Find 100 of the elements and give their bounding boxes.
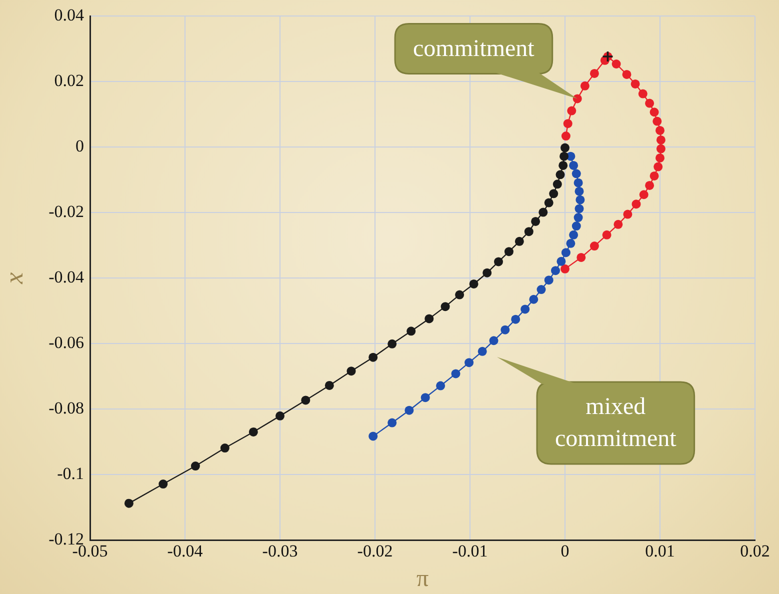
point xyxy=(451,369,460,378)
point xyxy=(494,257,503,266)
point xyxy=(478,346,487,356)
point xyxy=(276,411,284,420)
point xyxy=(514,236,524,246)
y-tick-label: -0.02 xyxy=(48,202,84,222)
point xyxy=(524,227,534,236)
point xyxy=(420,393,430,402)
point xyxy=(520,304,530,314)
x-tick-label: -0.01 xyxy=(452,542,488,561)
x-tick-label: -0.04 xyxy=(167,542,204,561)
x-tick-label: -0.03 xyxy=(262,542,298,561)
point xyxy=(574,186,584,196)
y-tick-label: -0.08 xyxy=(48,398,84,418)
point xyxy=(561,132,570,141)
point xyxy=(424,314,434,324)
point xyxy=(572,222,581,231)
point xyxy=(623,210,632,219)
point xyxy=(650,108,659,117)
point xyxy=(656,135,666,144)
point xyxy=(301,396,310,405)
point xyxy=(556,170,565,180)
y-tick-label: 0.02 xyxy=(54,71,84,90)
point xyxy=(614,220,623,229)
y-axis-title: x xyxy=(0,272,28,285)
point xyxy=(569,160,578,170)
point xyxy=(368,352,378,362)
point xyxy=(489,336,498,346)
point xyxy=(654,162,663,172)
point xyxy=(576,252,586,262)
point xyxy=(602,230,612,240)
point xyxy=(455,290,464,300)
point xyxy=(656,144,666,154)
point xyxy=(500,325,510,334)
point xyxy=(440,302,450,312)
point xyxy=(158,480,168,489)
point xyxy=(552,180,562,189)
point xyxy=(511,314,520,324)
point xyxy=(630,79,640,88)
point xyxy=(650,171,659,180)
point xyxy=(656,153,664,162)
point xyxy=(566,238,576,248)
point xyxy=(544,276,554,285)
point xyxy=(574,204,584,214)
point xyxy=(388,418,397,428)
point xyxy=(576,195,585,204)
point xyxy=(529,294,538,304)
x-axis-title: π xyxy=(416,566,429,592)
point xyxy=(612,59,621,68)
point xyxy=(549,189,558,198)
point xyxy=(572,94,582,104)
point xyxy=(538,208,548,217)
point xyxy=(590,242,599,251)
point xyxy=(560,143,570,152)
annotation: mixed commitment xyxy=(554,393,678,454)
point xyxy=(368,432,378,441)
point xyxy=(536,285,546,294)
point xyxy=(561,248,570,258)
point xyxy=(569,230,578,240)
x-tick-label: -0.02 xyxy=(357,542,393,561)
point xyxy=(248,427,258,436)
point xyxy=(567,106,576,116)
point xyxy=(124,498,134,508)
point xyxy=(504,247,514,256)
point xyxy=(346,366,356,376)
y-tick-label: -0.1 xyxy=(57,464,84,483)
point xyxy=(638,89,648,98)
point xyxy=(622,70,632,79)
point xyxy=(388,339,397,348)
point xyxy=(544,198,554,208)
point xyxy=(404,406,414,415)
point xyxy=(560,152,569,161)
point xyxy=(558,160,568,170)
point xyxy=(574,178,583,188)
y-tick-label: 0.04 xyxy=(54,6,84,25)
point xyxy=(190,462,200,471)
point xyxy=(652,116,662,126)
x-tick-label: 0.01 xyxy=(645,542,675,561)
point xyxy=(580,81,590,90)
point xyxy=(563,119,572,128)
x-tick-label: 0.02 xyxy=(740,542,770,561)
y-tick-label: -0.04 xyxy=(48,268,84,287)
point xyxy=(590,68,599,78)
point xyxy=(464,358,474,368)
point xyxy=(556,256,566,266)
point xyxy=(645,98,654,108)
point xyxy=(572,169,581,178)
point xyxy=(560,264,570,274)
y-tick-label: 0 xyxy=(76,136,84,156)
point xyxy=(436,381,446,390)
point xyxy=(639,190,648,200)
point xyxy=(324,380,334,390)
point xyxy=(645,180,654,190)
point xyxy=(406,326,416,336)
point xyxy=(632,200,641,209)
point xyxy=(574,213,583,222)
point xyxy=(482,268,492,278)
point xyxy=(469,279,478,288)
annotation: commitment xyxy=(412,34,536,64)
point xyxy=(531,216,540,226)
